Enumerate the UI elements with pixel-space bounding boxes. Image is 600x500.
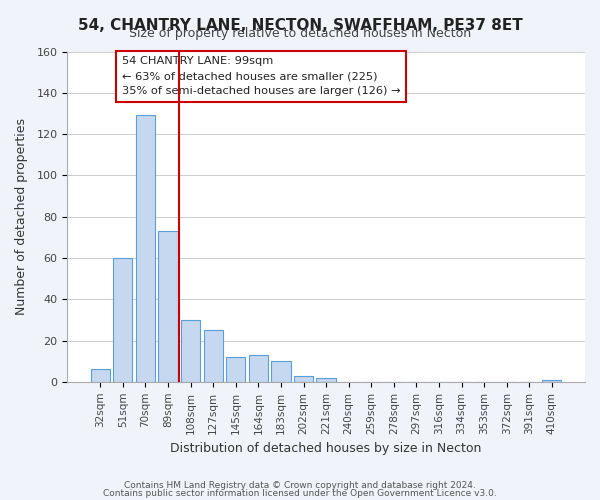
Bar <box>316 378 335 382</box>
Bar <box>113 258 133 382</box>
Text: Size of property relative to detached houses in Necton: Size of property relative to detached ho… <box>129 28 471 40</box>
Bar <box>91 370 110 382</box>
Y-axis label: Number of detached properties: Number of detached properties <box>15 118 28 315</box>
Bar <box>294 376 313 382</box>
Bar <box>181 320 200 382</box>
Text: Contains HM Land Registry data © Crown copyright and database right 2024.: Contains HM Land Registry data © Crown c… <box>124 481 476 490</box>
Bar <box>542 380 562 382</box>
Bar <box>249 355 268 382</box>
Bar <box>136 116 155 382</box>
Text: Contains public sector information licensed under the Open Government Licence v3: Contains public sector information licen… <box>103 488 497 498</box>
Bar <box>226 357 245 382</box>
Bar <box>203 330 223 382</box>
Text: 54, CHANTRY LANE, NECTON, SWAFFHAM, PE37 8ET: 54, CHANTRY LANE, NECTON, SWAFFHAM, PE37… <box>77 18 523 32</box>
Bar <box>158 231 178 382</box>
X-axis label: Distribution of detached houses by size in Necton: Distribution of detached houses by size … <box>170 442 482 455</box>
Bar <box>271 361 290 382</box>
Text: 54 CHANTRY LANE: 99sqm
← 63% of detached houses are smaller (225)
35% of semi-de: 54 CHANTRY LANE: 99sqm ← 63% of detached… <box>122 56 400 96</box>
